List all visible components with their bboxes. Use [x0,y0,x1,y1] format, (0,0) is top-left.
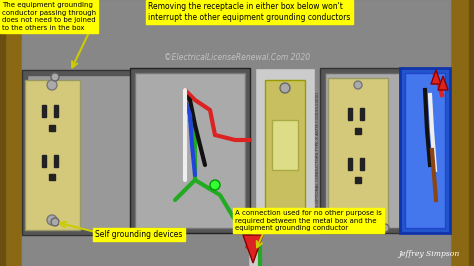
Bar [0,0,22,266]
Text: The equipment grounding
conductor passing through
does not need to be joined
to : The equipment grounding conductor passin… [2,2,96,31]
Bar [405,73,445,228]
Circle shape [354,224,362,232]
Bar [54,155,58,167]
Bar [42,155,46,167]
Bar [325,73,400,228]
Circle shape [51,73,59,81]
Bar [272,120,298,170]
Bar [49,125,55,131]
Polygon shape [431,70,441,84]
Bar [360,108,364,120]
Bar [250,220,260,266]
Bar [400,68,450,233]
Bar [265,80,305,225]
Bar [255,68,315,233]
Bar [135,73,245,228]
Circle shape [280,213,290,223]
Bar [22,70,137,235]
Bar [54,105,58,117]
Text: Jeffrey Simpson: Jeffrey Simpson [399,250,460,258]
Text: IS OPTIONAL CONDUCTORS TYPE X ASTM C1093/L1300U: IS OPTIONAL CONDUCTORS TYPE X ASTM C1093… [316,92,320,208]
Text: Removing the receptacle in either box below won't
interrupt the other equipment : Removing the receptacle in either box be… [148,2,350,22]
Bar [355,177,361,183]
Circle shape [268,214,276,222]
Bar [348,108,352,120]
Circle shape [381,224,389,232]
Circle shape [354,81,362,89]
Bar [469,0,474,266]
Polygon shape [243,235,263,263]
Circle shape [354,216,362,224]
Bar [450,0,474,266]
Circle shape [280,83,290,93]
Bar [348,158,352,170]
Bar [360,158,364,170]
Text: Self grounding devices: Self grounding devices [95,230,182,239]
Circle shape [210,180,220,190]
Text: ©ElectricalLicenseRenewal.Com 2020: ©ElectricalLicenseRenewal.Com 2020 [164,53,310,63]
Text: A connection used for no other purpose is
required between the metal box and the: A connection used for no other purpose i… [235,210,382,231]
Bar [355,128,361,134]
Bar [0,0,5,266]
Circle shape [326,224,334,232]
Bar [130,68,250,233]
Bar [328,78,388,226]
Bar [320,68,405,233]
Bar [25,80,80,230]
Circle shape [47,215,57,225]
Circle shape [51,218,59,226]
Bar [49,174,55,180]
Bar [27,75,132,230]
Bar [42,105,46,117]
Bar [248,220,262,266]
Polygon shape [438,76,448,90]
Circle shape [47,80,57,90]
